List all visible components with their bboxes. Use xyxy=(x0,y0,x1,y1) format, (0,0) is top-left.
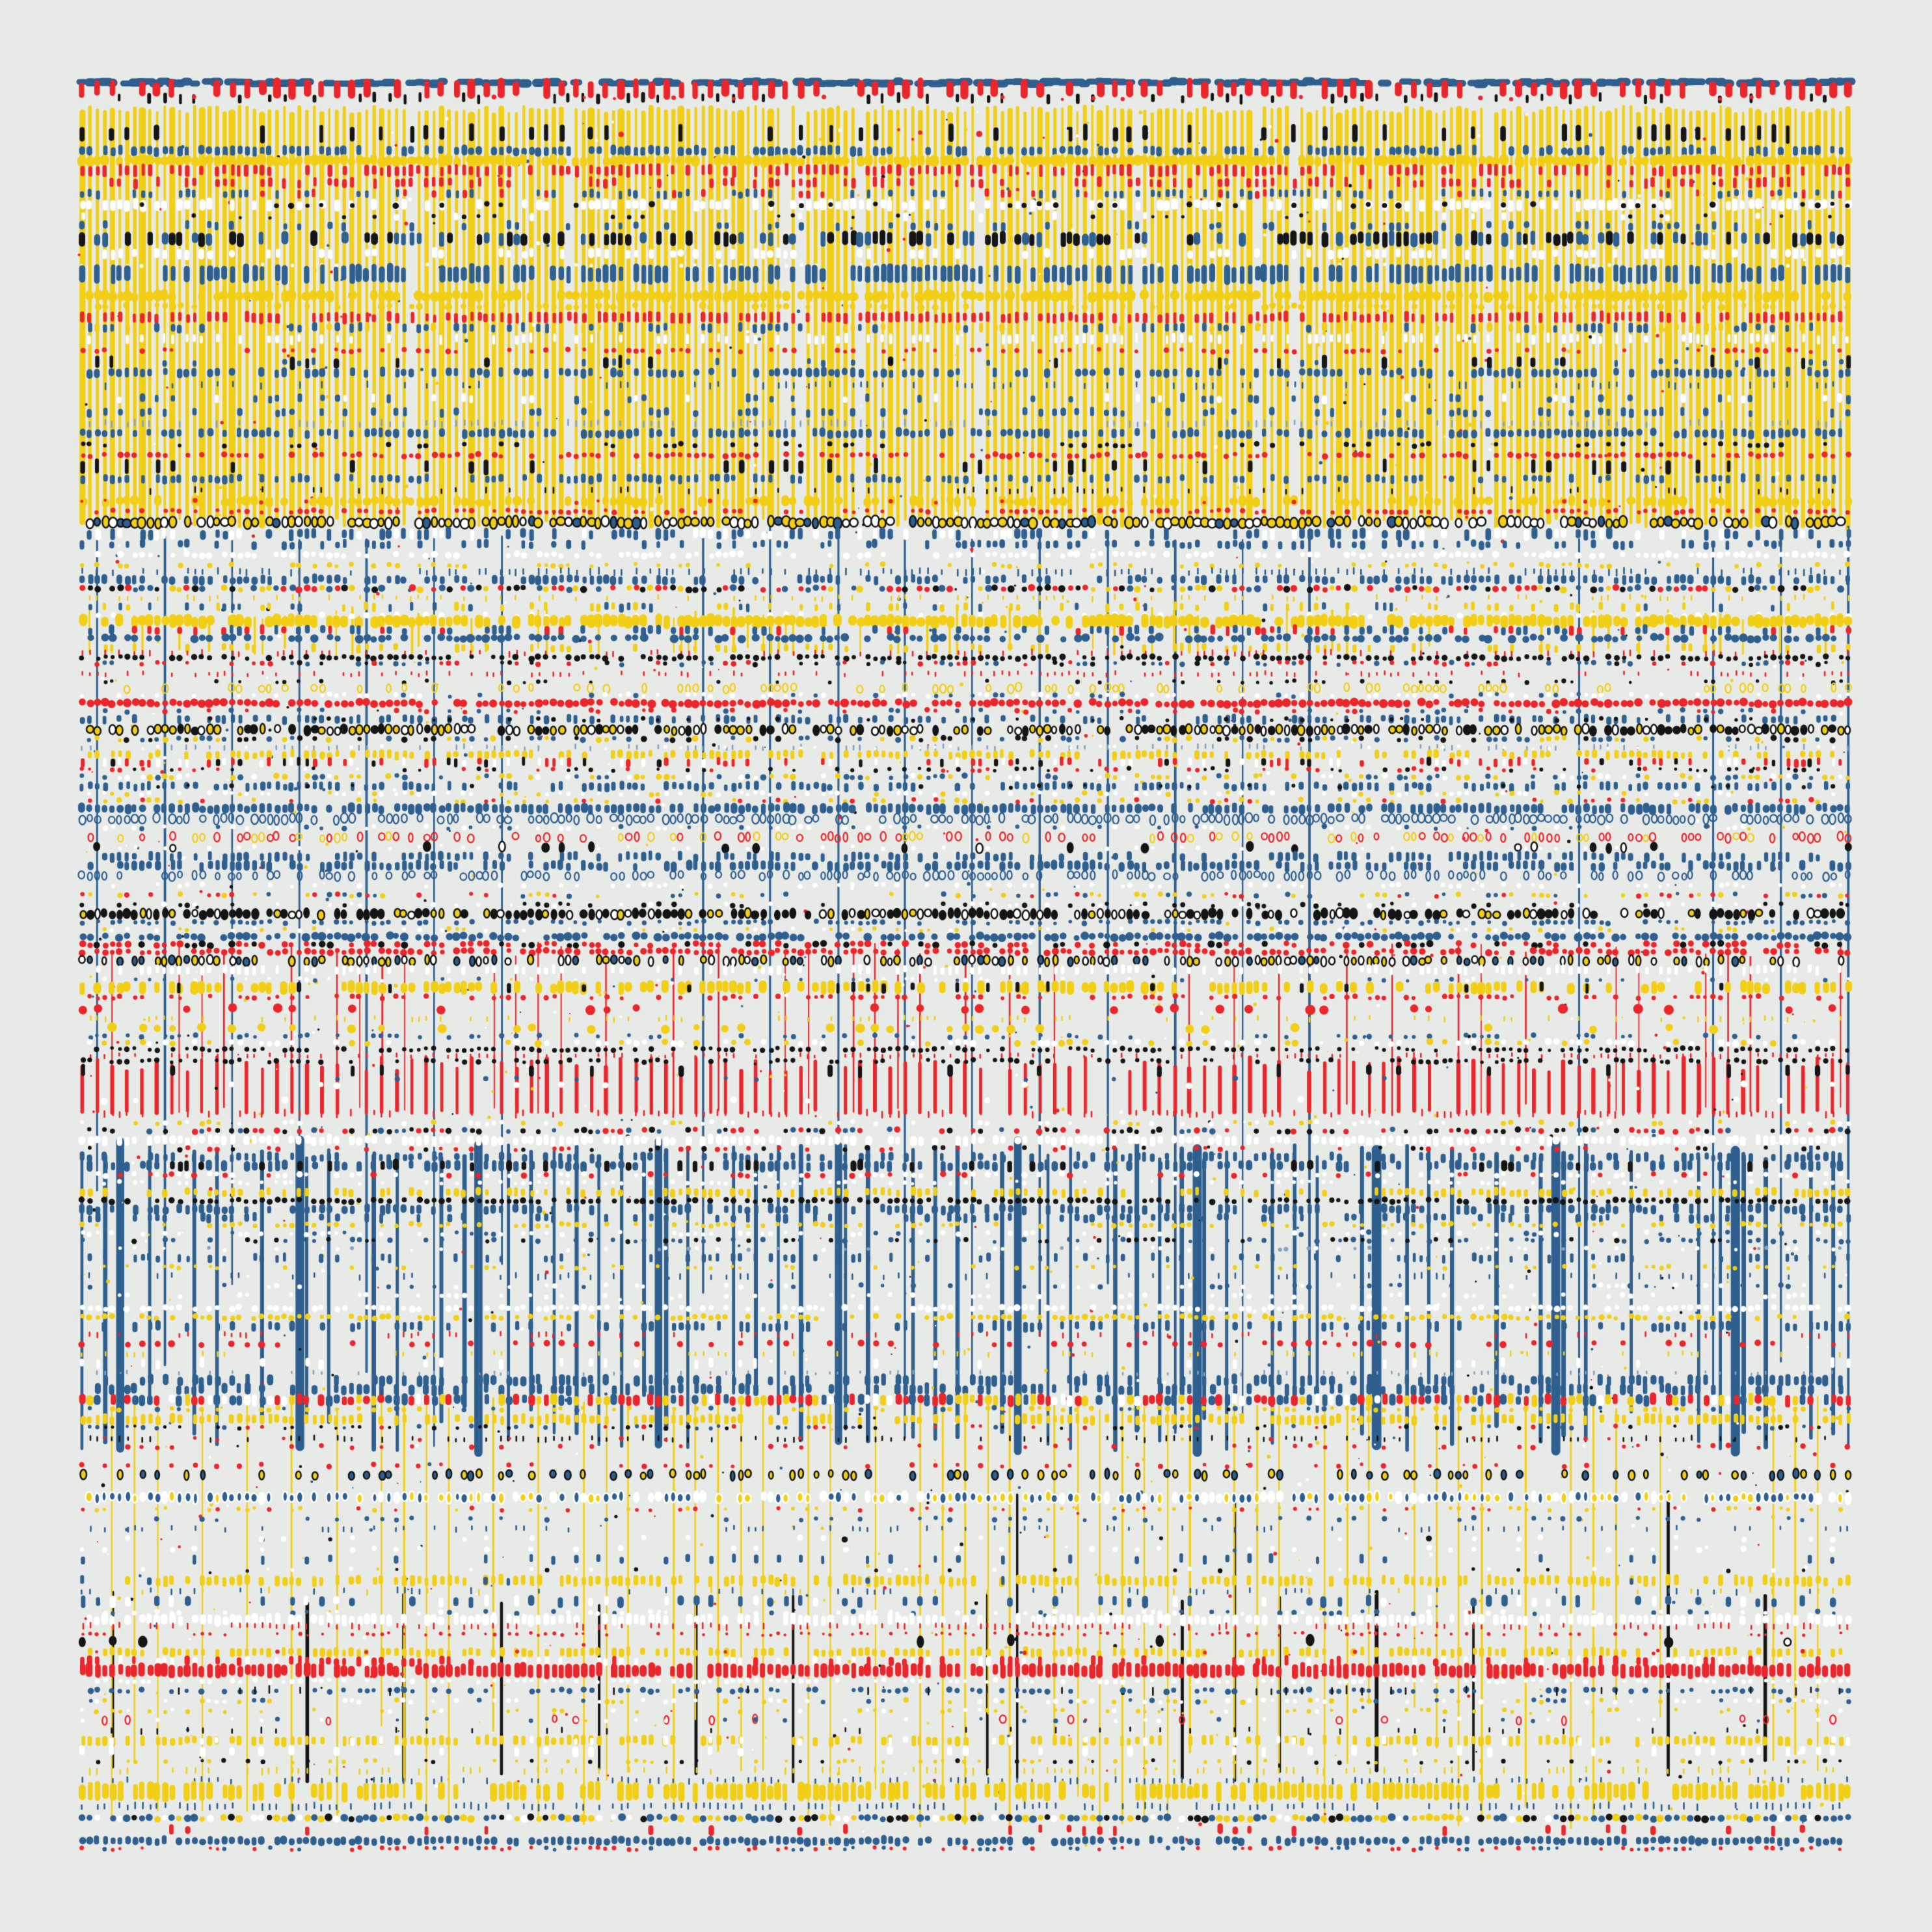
artwork-frame xyxy=(0,0,1932,1932)
generative-artwork-canvas xyxy=(0,0,1932,1932)
